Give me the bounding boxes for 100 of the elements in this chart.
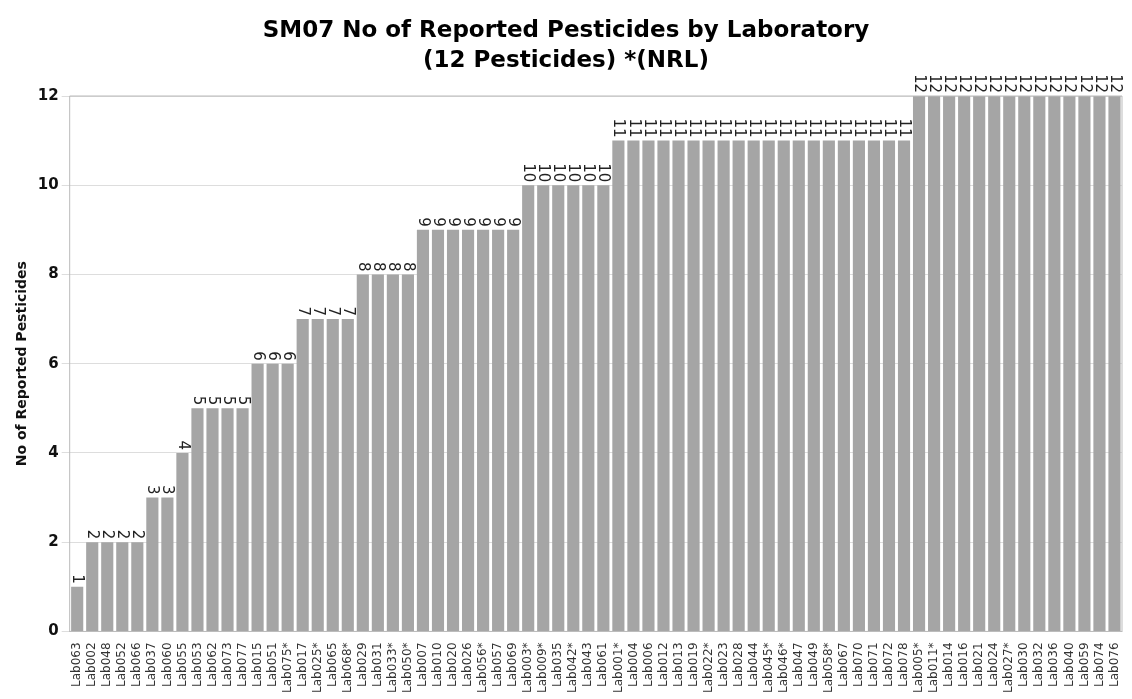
bar [958,96,971,631]
x-tick-label: Lab076 [1106,642,1121,687]
x-tick-label: Lab047 [790,642,805,687]
bar [161,497,174,631]
x-tick-label: Lab077 [234,642,249,687]
bar [973,96,986,631]
bar [386,274,399,631]
bar [912,96,926,631]
x-tick-label: Lab050* [400,642,415,693]
data-label: 1 [69,574,88,584]
bar [1033,96,1046,631]
bar [1018,96,1031,631]
bar [236,408,249,631]
bar [341,319,354,631]
x-tick-label: Lab055 [174,642,189,687]
x-tick-label: Lab012 [655,642,670,687]
bar [446,229,460,631]
bar [507,229,520,631]
bar [461,229,475,631]
bar [311,319,324,631]
y-tick-label: 12 [37,85,59,104]
bar [416,229,430,631]
x-tick-label: Lab005* [911,642,926,693]
x-tick-label: Lab030 [1016,642,1031,687]
bar [1108,96,1121,631]
x-tick-label: Lab051 [264,642,279,687]
y-tick-label: 0 [48,621,59,640]
x-tick-label: Lab066 [129,642,144,687]
data-label: 8 [354,261,373,272]
bar [296,319,309,631]
x-tick-label: Lab065 [324,642,339,687]
bar [928,96,941,631]
x-tick-label: Lab024 [986,642,1001,687]
y-tick-label: 4 [48,442,59,461]
bar [522,185,535,631]
bar [687,140,700,631]
bar [777,140,790,631]
y-tick-label: 8 [48,264,59,283]
x-tick-label: Lab048 [99,642,114,687]
bar [86,542,99,631]
bar [1078,96,1091,631]
bar [822,140,835,631]
bar [477,229,490,631]
bar [897,140,911,631]
bar [882,140,896,631]
x-tick-label: Lab067 [836,642,851,687]
x-tick-label: Lab046* [775,642,790,693]
bar [251,363,264,631]
y-tick-label: 10 [37,175,59,194]
x-tick-label: Lab042* [565,642,580,693]
bar [101,542,114,631]
bar [852,140,865,631]
x-tick-label: Lab015 [249,642,264,687]
bar [131,542,144,631]
bar [612,140,625,631]
x-tick-label: Lab037 [144,642,159,687]
x-tick-label: Lab058* [820,642,835,693]
x-tick-label: Lab044 [745,642,760,687]
x-tick-label: Lab075* [279,642,294,693]
x-tick-label: Lab061 [595,642,610,687]
data-label: 4 [174,440,193,450]
x-tick-label: Lab060 [159,642,174,687]
bar [371,274,384,631]
data-label: 6 [249,351,268,361]
x-tick-label: Lab070 [851,642,866,687]
bar [642,140,655,631]
bar [1063,96,1076,631]
data-label: 5 [189,395,208,406]
x-tick-label: Lab049 [805,642,820,687]
x-tick-label: Lab036 [1046,642,1061,687]
bar [266,363,279,631]
y-axis-title: No of Reported Pesticides [13,261,30,467]
x-tick-label: Lab027* [1001,642,1016,693]
x-tick-label: Lab052 [114,642,129,687]
x-tick-label: Lab009* [535,642,550,693]
bar [176,452,189,631]
x-tick-label: Lab040 [1061,642,1076,687]
bar [657,140,670,631]
x-tick-label: Lab019 [685,642,700,687]
bar [537,185,550,631]
x-tick-label: Lab014 [941,642,956,687]
x-tick-label: Lab056* [475,642,490,693]
x-tick-label: Lab025* [309,642,324,693]
bar [281,363,294,631]
x-tick-label: Lab068* [339,642,354,693]
x-tick-label: Lab023 [715,642,730,687]
x-tick-label: Lab032 [1031,642,1046,687]
x-tick-label: Lab011* [926,642,941,693]
x-tick-label: Lab072 [881,642,896,687]
x-tick-label: Lab031 [369,642,384,687]
x-tick-label: Lab003* [520,642,535,693]
x-tick-label: Lab033* [385,642,400,693]
y-tick-label: 2 [48,532,59,551]
x-tick-label: Lab021 [971,642,986,687]
x-tick-label: Lab073 [219,642,234,687]
x-tick-label: Lab010 [430,642,445,687]
bar [1003,96,1016,631]
bar [867,140,881,631]
data-label: 7 [294,306,313,317]
x-tick-label: Lab069 [505,642,520,687]
